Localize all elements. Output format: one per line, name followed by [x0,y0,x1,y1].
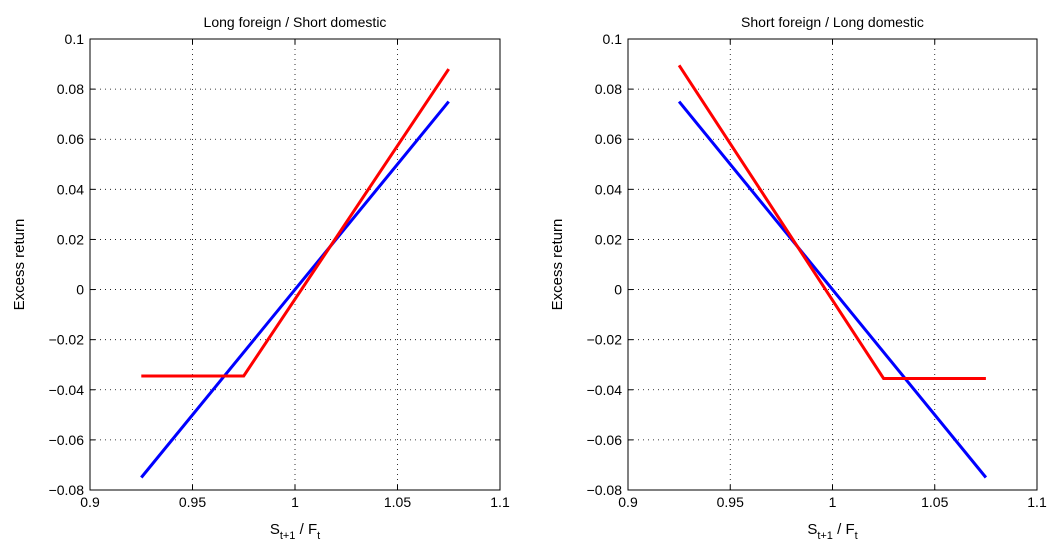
y-tick-label: 0.08 [57,81,84,97]
series-line-0 [677,100,988,479]
x-axis-label-subscript: t+1 [280,530,296,542]
left-chart: 0.9 0.95 1 1.05 1.1 −0.08 −0.06 −0.04 −0.02 0 0.02… [11,14,510,542]
y-tick-label: −0.06 [587,432,623,448]
y-tick-label: −0.06 [49,432,85,448]
y-tick-label: 0.06 [595,131,622,147]
x-axis-label-subscript: t [855,530,858,542]
y-tick-label: 0.02 [595,231,622,247]
x-tick-label: 1 [829,494,837,510]
y-tick-label: 0 [614,282,622,298]
x-tick-label: 0.95 [717,494,744,510]
x-axis-label-part: / F [295,521,317,538]
x-axis-label-subscript: t+1 [817,530,833,542]
x-tick-label: 1 [291,494,299,510]
x-axis-label: St+1 / Ft [270,521,320,542]
series-line-1 [677,64,986,380]
x-axis-label-subscript: t [317,530,320,542]
x-axis-label-part: S [807,521,817,538]
y-tick-label: −0.02 [587,332,623,348]
y-axis-label: Excess return [549,219,566,311]
y-tick-label: −0.08 [49,482,85,498]
y-tick-label: −0.08 [587,482,623,498]
x-tick-label: 1.1 [1027,494,1047,510]
y-axis-label: Excess return [11,219,28,311]
x-axis-label: St+1 / Ft [807,521,857,542]
y-tick-label: 0.1 [65,31,85,47]
y-tick-label: 0.02 [57,231,84,247]
y-tick-label: −0.04 [587,382,623,398]
chart-title: Long foreign / Short domestic [204,14,387,30]
x-axis-label-part: / F [833,521,855,538]
x-tick-label: 0.95 [179,494,206,510]
chart-title: Short foreign / Long domestic [741,14,924,30]
y-tick-label: −0.04 [49,382,85,398]
y-tick-label: 0.06 [57,131,84,147]
x-axis-label-part: S [270,521,280,538]
y-tick-label: 0.04 [595,181,622,197]
right-chart: 0.9 0.95 1 1.05 1.1 −0.08 −0.06 −0.04 −0.02 0 0.02… [549,14,1047,542]
x-tick-label: 0.9 [618,494,638,510]
y-tick-label: −0.02 [49,332,85,348]
x-tick-label: 1.1 [490,494,510,510]
y-tick-label: 0.1 [603,31,623,47]
x-tick-label: 1.05 [384,494,411,510]
y-tick-label: 0 [76,282,84,298]
x-tick-label: 0.9 [80,494,100,510]
y-tick-label: 0.04 [57,181,84,197]
series-line-1 [141,68,450,378]
series-line-0 [140,100,450,479]
y-tick-label: 0.08 [595,81,622,97]
x-tick-label: 1.05 [921,494,948,510]
